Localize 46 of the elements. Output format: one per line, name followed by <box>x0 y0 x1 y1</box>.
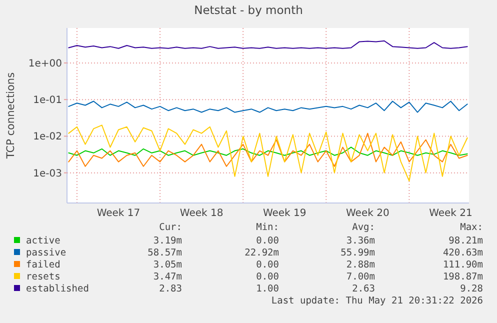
text: 2.63 <box>352 283 375 294</box>
text: 2.83 <box>159 283 182 294</box>
line-series <box>68 100 468 113</box>
y-tick-label: 1e-03 <box>33 168 62 180</box>
chart-title: Netstat - by month <box>194 3 303 17</box>
y-tick-label: 1e-02 <box>33 132 62 143</box>
y-axis-title: TCP connections <box>5 72 17 160</box>
text: 3.47m <box>153 271 182 282</box>
text: 111.90m <box>442 259 484 270</box>
text: 22.92m <box>244 247 280 258</box>
y-tick-label: 1e-01 <box>33 95 62 106</box>
text: 98.21m <box>448 235 484 246</box>
legend-label: established <box>26 283 89 294</box>
line-series <box>68 40 468 49</box>
text: 3.19m <box>153 235 182 246</box>
x-tick-label: Week 21 <box>429 208 472 219</box>
legend-label: failed <box>26 259 60 270</box>
line-series <box>68 146 468 156</box>
text: 1.00 <box>256 283 280 294</box>
text: 0.00 <box>256 271 280 282</box>
text: 9.28 <box>460 283 484 294</box>
x-tick-label: Week 17 <box>96 208 140 219</box>
x-tick-label: Week 18 <box>180 208 224 219</box>
text: 0.00 <box>256 235 280 246</box>
legend-label: active <box>26 235 61 246</box>
text: Cur: <box>159 222 182 233</box>
text: Min: <box>256 222 279 233</box>
legend-label: passive <box>26 247 66 258</box>
text: 3.36m <box>346 235 376 246</box>
text: Max: <box>460 222 483 233</box>
text: 3.05m <box>153 259 182 270</box>
x-tick-label: Week 20 <box>346 208 390 219</box>
line-series <box>68 124 468 182</box>
text: 55.99m <box>340 247 376 258</box>
text: 420.63m <box>442 247 484 258</box>
x-tick-label: Week 19 <box>262 208 306 219</box>
text: Avg: <box>352 222 375 233</box>
text: 7.00m <box>346 271 376 282</box>
text: 0.00 <box>256 259 280 270</box>
text: 58.57m <box>148 247 182 258</box>
text: 2.88m <box>346 259 376 270</box>
line-series <box>68 132 468 167</box>
legend-label: resets <box>26 271 60 282</box>
y-tick-label: 1e+00 <box>28 58 62 70</box>
text: 198.87m <box>442 271 484 282</box>
text: Last update: Thu May 21 20:31:22 2026 <box>271 295 484 306</box>
